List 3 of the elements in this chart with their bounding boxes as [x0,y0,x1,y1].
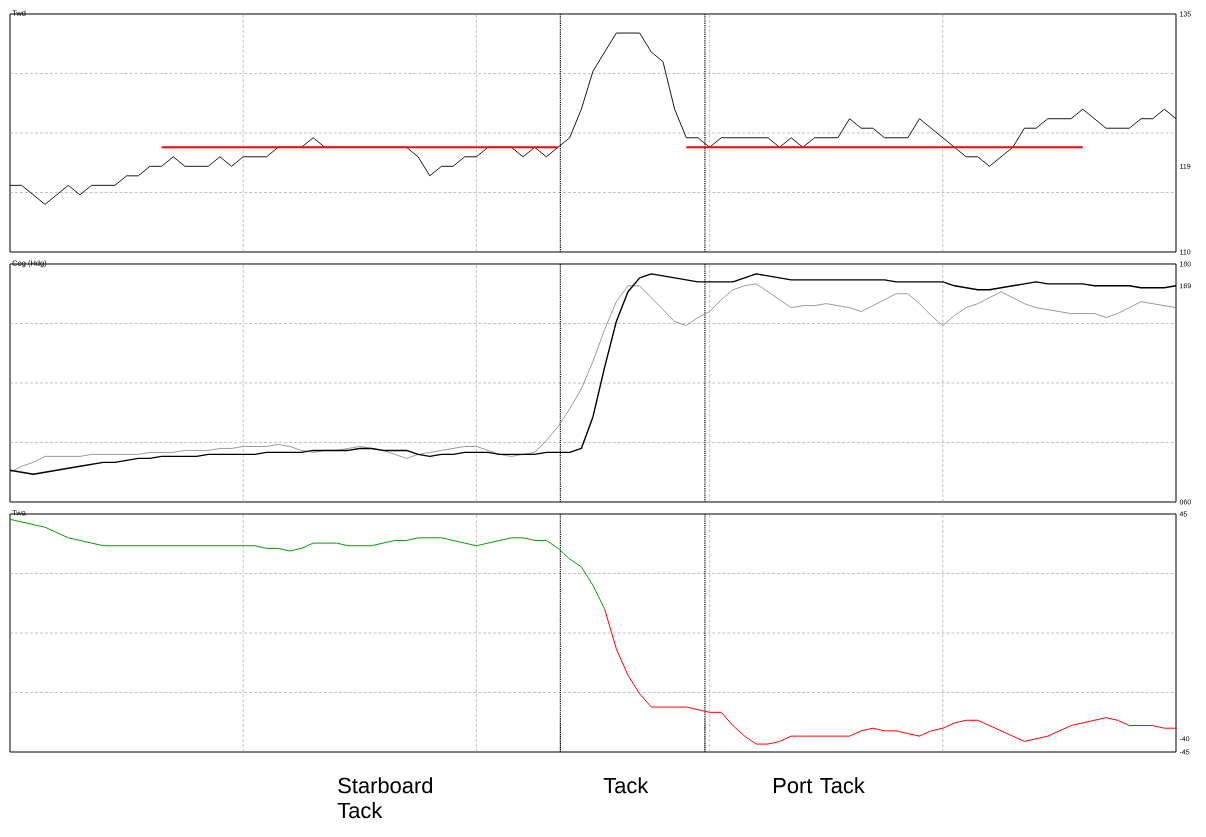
text: Port Tack [774,777,865,794]
text: Tack [603,777,649,794]
text: Starboard Tack [337,777,433,819]
